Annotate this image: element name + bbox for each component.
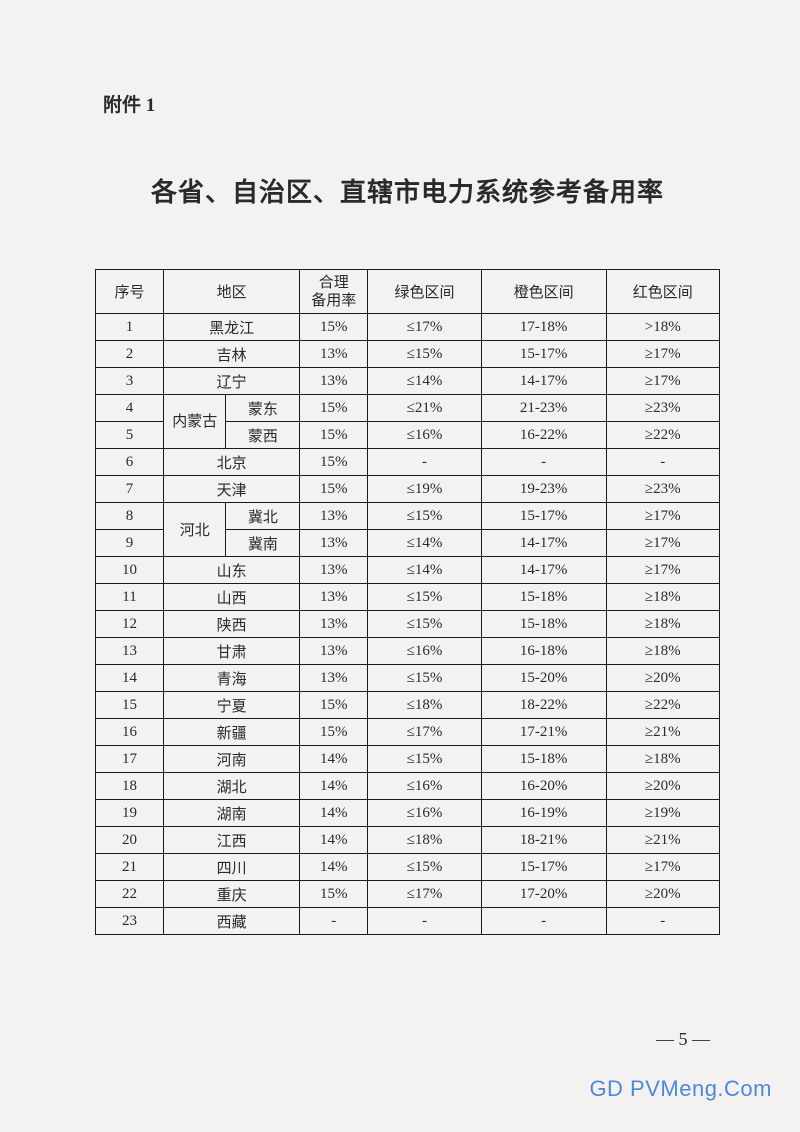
table-row: 1黑龙江15%≤17%17-18%>18% (96, 314, 720, 341)
page-title: 各省、自治区、直辖市电力系统参考备用率 (95, 172, 720, 209)
table-row: 8河北冀北13%≤15%15-17%≥17% (96, 503, 720, 530)
table-row: 15宁夏15%≤18%18-22%≥22% (96, 692, 720, 719)
table-row: 20江西14%≤18%18-21%≥21% (96, 827, 720, 854)
table-row: 6北京15%--- (96, 449, 720, 476)
document-page: 附件 1 各省、自治区、直辖市电力系统参考备用率 序号 地区 合理 备用率 绿色… (0, 0, 800, 935)
table-row: 22重庆15%≤17%17-20%≥20% (96, 881, 720, 908)
table-row: 17河南14%≤15%15-18%≥18% (96, 746, 720, 773)
table-body: 1黑龙江15%≤17%17-18%>18% 2吉林13%≤15%15-17%≥1… (96, 314, 720, 935)
table-row: 3辽宁13%≤14%14-17%≥17% (96, 368, 720, 395)
table-header-row: 序号 地区 合理 备用率 绿色区间 橙色区间 红色区间 (96, 270, 720, 314)
region-group-nmg: 内蒙古 (164, 395, 226, 449)
watermark-text: GD PVMeng.Com (589, 1076, 772, 1102)
col-region: 地区 (164, 270, 300, 314)
col-orange: 橙色区间 (481, 270, 606, 314)
col-rate: 合理 备用率 (300, 270, 368, 314)
table-row: 16新疆15%≤17%17-21%≥21% (96, 719, 720, 746)
table-row: 19湖南14%≤16%16-19%≥19% (96, 800, 720, 827)
table-row: 4内蒙古蒙东15%≤21%21-23%≥23% (96, 395, 720, 422)
col-seq: 序号 (96, 270, 164, 314)
table-row: 21四川14%≤15%15-17%≥17% (96, 854, 720, 881)
table-row: 7天津15%≤19%19-23%≥23% (96, 476, 720, 503)
table-row: 10山东13%≤14%14-17%≥17% (96, 557, 720, 584)
table-row: 18湖北14%≤16%16-20%≥20% (96, 773, 720, 800)
table-row: 12陕西13%≤15%15-18%≥18% (96, 611, 720, 638)
table-row: 2吉林13%≤15%15-17%≥17% (96, 341, 720, 368)
table-row: 23西藏---- (96, 908, 720, 935)
table-row: 14青海13%≤15%15-20%≥20% (96, 665, 720, 692)
table-row: 11山西13%≤15%15-18%≥18% (96, 584, 720, 611)
reserve-rate-table: 序号 地区 合理 备用率 绿色区间 橙色区间 红色区间 1黑龙江15%≤17%1… (95, 269, 720, 935)
col-red: 红色区间 (606, 270, 720, 314)
attachment-label: 附件 1 (103, 90, 720, 117)
col-green: 绿色区间 (368, 270, 481, 314)
table-row: 13甘肃13%≤16%16-18%≥18% (96, 638, 720, 665)
region-group-hebei: 河北 (164, 503, 226, 557)
page-number: — 5 — (656, 1029, 710, 1050)
